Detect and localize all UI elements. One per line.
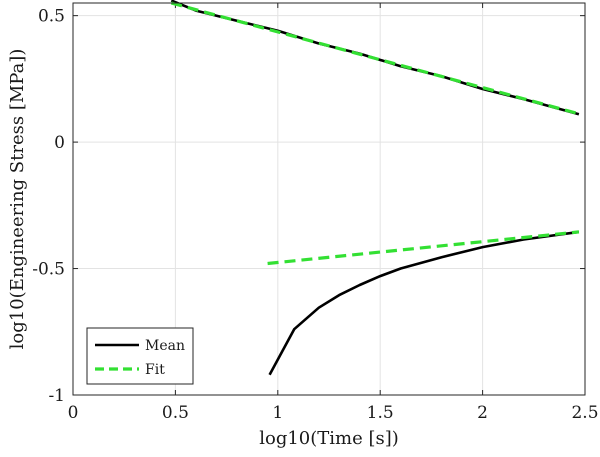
plot-frame (72, 2, 586, 396)
x-tick-label: 0 (68, 403, 79, 423)
x-tick-label: 0.5 (162, 403, 189, 423)
x-tick-label: 2.5 (571, 403, 598, 423)
y-tick-label: 0 (54, 133, 65, 153)
fit-line-2 (267, 230, 580, 266)
plot-lines (170, 0, 582, 376)
x-tick-label: 1.5 (367, 403, 394, 423)
x-tick-label: 1 (272, 403, 283, 423)
x-axis-label: log10(Time [s]) (259, 428, 399, 449)
y-axis-label: log10(Engineering Stress [MPa]) (7, 49, 28, 350)
legend-box (86, 327, 194, 385)
x-tick-label: 2 (477, 403, 488, 423)
y-tick-label: -1 (48, 386, 65, 406)
legend-label-fit: Fit (145, 362, 165, 378)
legend-label-mean: Mean (145, 338, 185, 354)
fit-line-1 (170, 1, 582, 116)
y-tick-label: 0.5 (38, 7, 65, 27)
legend: Mean Fit (86, 327, 194, 385)
mean-line-2 (268, 230, 580, 376)
tick-labels: 0 0.5 1 1.5 2 2.5 -1 -0.5 0 0.5 (32, 7, 598, 423)
y-tick-label: -0.5 (32, 260, 65, 280)
